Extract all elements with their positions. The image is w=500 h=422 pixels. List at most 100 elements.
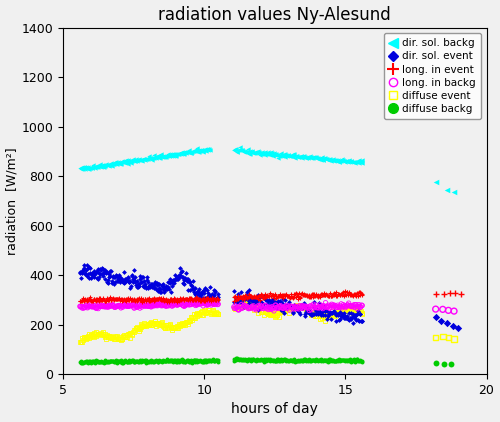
Point — [78, 270, 86, 277]
Point — [139, 322, 147, 329]
Point — [274, 357, 281, 364]
Point — [320, 315, 328, 322]
Point — [96, 271, 104, 277]
Point — [312, 291, 320, 298]
Point — [212, 295, 220, 302]
Point — [273, 305, 281, 312]
Point — [260, 311, 268, 318]
Point — [176, 301, 184, 308]
Point — [140, 278, 148, 284]
Point — [172, 152, 180, 159]
Point — [234, 356, 242, 363]
Point — [321, 303, 329, 310]
Point — [190, 289, 198, 295]
Point — [302, 307, 310, 314]
Point — [138, 302, 146, 308]
Point — [142, 277, 150, 284]
Point — [293, 291, 301, 298]
Point — [266, 305, 274, 311]
Point — [83, 262, 91, 269]
Point — [128, 158, 136, 165]
Point — [158, 154, 166, 161]
Point — [172, 324, 180, 331]
Point — [343, 315, 351, 322]
Point — [132, 325, 140, 331]
Point — [122, 302, 130, 309]
Point — [188, 316, 196, 323]
Point — [293, 306, 301, 312]
Point — [129, 357, 137, 363]
Point — [76, 339, 84, 346]
Point — [242, 294, 250, 301]
Point — [172, 297, 179, 303]
Point — [282, 302, 290, 308]
Point — [212, 297, 220, 303]
Point — [252, 304, 260, 311]
Point — [107, 357, 115, 364]
Point — [100, 162, 108, 168]
Point — [82, 297, 90, 303]
Point — [84, 304, 92, 311]
Point — [158, 295, 166, 302]
Point — [88, 269, 96, 276]
Point — [246, 296, 254, 303]
Point — [158, 301, 166, 308]
Point — [344, 300, 352, 306]
Point — [275, 292, 283, 299]
Point — [80, 333, 88, 340]
Point — [178, 297, 186, 303]
Point — [294, 303, 302, 309]
Point — [118, 276, 126, 282]
Point — [98, 358, 106, 365]
Point — [144, 285, 152, 292]
Point — [162, 152, 170, 159]
Point — [121, 276, 129, 282]
Point — [286, 152, 294, 159]
Point — [323, 311, 331, 318]
Point — [206, 147, 214, 154]
Point — [286, 294, 294, 301]
Point — [240, 303, 248, 309]
Point — [190, 148, 198, 155]
Point — [186, 287, 194, 293]
Point — [155, 301, 163, 308]
Point — [119, 304, 127, 311]
Point — [103, 304, 111, 311]
Point — [336, 307, 344, 314]
Point — [90, 164, 98, 170]
Point — [199, 303, 207, 309]
Point — [90, 295, 98, 302]
Point — [339, 157, 347, 163]
Point — [351, 358, 359, 365]
Point — [172, 150, 180, 157]
Point — [210, 357, 218, 364]
Point — [108, 333, 116, 340]
Point — [157, 296, 165, 303]
Point — [92, 328, 100, 335]
Point — [238, 301, 246, 308]
Point — [126, 302, 134, 309]
Point — [294, 357, 302, 364]
Point — [330, 310, 338, 317]
Point — [240, 302, 248, 308]
Point — [120, 296, 128, 303]
Point — [116, 335, 124, 342]
Point — [333, 310, 341, 316]
Point — [98, 296, 106, 303]
Point — [232, 304, 240, 311]
Point — [354, 308, 362, 314]
Point — [148, 303, 156, 310]
Point — [138, 274, 145, 281]
Point — [282, 357, 290, 364]
Point — [261, 295, 269, 302]
Point — [190, 296, 198, 303]
Point — [178, 296, 186, 303]
Point — [337, 308, 345, 314]
Point — [248, 294, 256, 300]
Point — [177, 269, 185, 276]
Point — [287, 305, 295, 311]
Point — [278, 293, 285, 300]
Point — [351, 160, 359, 166]
Point — [206, 306, 214, 313]
Point — [108, 358, 116, 365]
